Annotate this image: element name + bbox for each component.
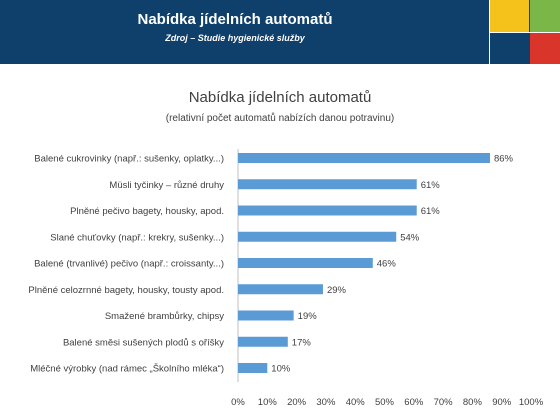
bar — [238, 310, 294, 321]
category-label: Mléčné výrobky (nad rámec „Školního mlék… — [30, 364, 224, 375]
bar — [238, 336, 288, 347]
bar — [238, 205, 417, 216]
bar — [238, 258, 373, 268]
x-tick-label: 70% — [434, 397, 454, 408]
slide-header: Nabídka jídelních automatů Zdroj – Studi… — [0, 0, 560, 64]
data-label: 10% — [271, 364, 291, 375]
bar — [238, 284, 323, 295]
bars-layer: Balené cukrovinky (např.: sušenky, oplat… — [28, 153, 544, 408]
category-label: Plněné celozrnné bagety, housky, tousty … — [28, 285, 224, 296]
x-tick-label: 50% — [375, 397, 395, 408]
x-tick-label: 80% — [463, 397, 483, 408]
data-label: 54% — [400, 232, 420, 243]
data-label: 17% — [292, 337, 312, 348]
category-label: Balené (trvanlivé) pečivo (např.: croiss… — [34, 259, 224, 270]
x-tick-label: 90% — [492, 397, 512, 408]
data-label: 19% — [298, 311, 318, 322]
decor-tile-green — [530, 0, 560, 32]
decor-divider-vertical — [489, 0, 490, 64]
bar — [238, 153, 490, 163]
x-tick-label: 60% — [404, 397, 424, 408]
data-label: 61% — [421, 180, 441, 191]
decor-tile-red — [530, 33, 560, 64]
category-label: Müsli tyčinky – různé druhy — [109, 180, 224, 191]
chart-title: Nabídka jídelních automatů — [189, 89, 372, 106]
category-label: Smažené brambůrky, chipsy — [105, 311, 224, 322]
x-tick-label: 10% — [258, 397, 278, 408]
bar — [238, 231, 397, 242]
decor-tile-yellow — [490, 0, 529, 32]
slide-subtitle: Zdroj – Studie hygienické služby — [165, 33, 305, 43]
x-tick-label: 40% — [346, 397, 366, 408]
category-label: Balené cukrovinky (např.: sušenky, oplat… — [34, 154, 224, 165]
data-label: 61% — [421, 206, 441, 217]
bar — [238, 179, 417, 190]
category-label: Slané chuťovky (např.: krekry, sušenky..… — [50, 232, 224, 243]
data-label: 86% — [494, 154, 514, 165]
decor-tile-navy — [490, 33, 529, 64]
x-tick-label: 100% — [519, 397, 544, 408]
x-tick-label: 20% — [287, 397, 307, 408]
bar — [238, 363, 268, 373]
bar-chart: Nabídka jídelních automatů (relativní po… — [28, 89, 544, 408]
category-label: Balené směsi sušených plodů s oříšky — [63, 337, 224, 348]
category-label: Plněné pečivo bagety, housky, apod. — [70, 206, 224, 217]
data-label: 29% — [327, 285, 347, 296]
data-label: 46% — [377, 259, 397, 270]
decor-divider-horizontal — [490, 32, 560, 33]
chart-subtitle: (relativní počet automatů nabízích danou… — [166, 112, 394, 124]
x-tick-label: 30% — [316, 397, 336, 408]
slide-title: Nabídka jídelních automatů — [137, 11, 333, 28]
x-tick-label: 0% — [231, 397, 245, 408]
